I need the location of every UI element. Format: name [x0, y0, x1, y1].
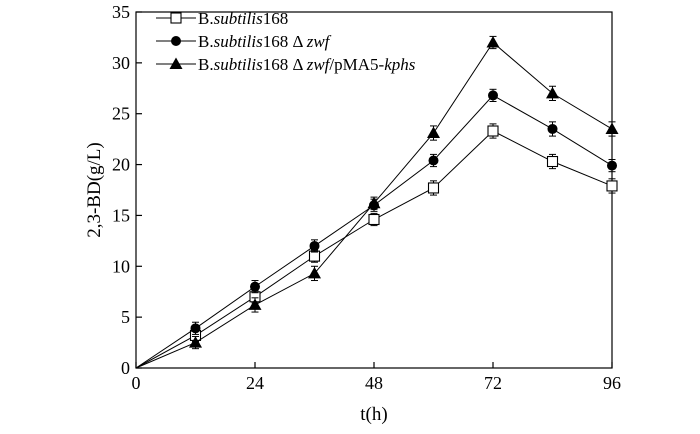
data-point	[605, 122, 619, 134]
data-point	[308, 266, 321, 279]
y-tick-label: 0	[121, 358, 130, 378]
data-point	[487, 125, 499, 137]
data-point	[250, 281, 260, 292]
y-tick-label: 5	[121, 307, 130, 327]
x-tick-label: 96	[603, 373, 621, 393]
data-point	[488, 90, 498, 101]
x-tick-label: 72	[484, 373, 502, 393]
legend-label: B.subtilis168 Δ zwf/pMA5-kphs	[198, 55, 416, 74]
y-tick-label: 10	[112, 256, 130, 276]
legend-label-part: zwf	[306, 32, 332, 51]
legend-label-part: zwf	[306, 55, 332, 74]
x-axis-label: t(h)	[360, 404, 387, 425]
y-tick-label: 20	[112, 155, 130, 175]
legend-label-part: B.	[198, 32, 214, 51]
series-1	[135, 123, 618, 369]
data-point	[309, 240, 320, 251]
legend-marker	[169, 57, 183, 69]
legend-label-part: subtilis	[214, 9, 264, 28]
data-point	[607, 160, 617, 171]
legend-entry-1: B.subtilis168	[156, 9, 288, 28]
legend-label-part: subtilis	[214, 32, 264, 51]
data-point	[547, 123, 558, 134]
axes: 0 24 48 72 96 0 5 10 15 20 25 30 35	[112, 2, 621, 393]
legend-label-part: B.	[198, 55, 214, 74]
legend-label-part: kphs	[384, 55, 416, 74]
data-point	[308, 250, 321, 262]
data-point	[606, 180, 618, 192]
legend-marker	[170, 12, 182, 24]
legend-label-part: B.	[198, 9, 214, 28]
data-point	[546, 155, 559, 168]
y-tick-label: 15	[112, 205, 130, 225]
legend-label-part: 168 Δ	[263, 55, 307, 74]
series-2	[135, 88, 617, 369]
x-tick-label: 48	[365, 373, 383, 393]
series-layer	[135, 35, 619, 369]
data-point	[368, 213, 380, 226]
x-tick-label: 24	[246, 373, 264, 393]
data-point	[546, 86, 559, 99]
series-line	[135, 94, 613, 369]
data-point	[189, 336, 202, 348]
y-tick-label: 30	[112, 53, 130, 73]
legend-label-part: subtilis	[214, 55, 264, 74]
data-point	[367, 196, 381, 209]
y-axis-label: 2,3-BD(g/L)	[84, 142, 105, 238]
y-tick-label: 25	[112, 104, 130, 124]
legend-marker	[171, 36, 181, 46]
data-point	[427, 126, 440, 139]
legend-label-part: /pMA5-	[329, 55, 384, 74]
legend-label: B.subtilis168 Δ zwf	[198, 32, 332, 51]
series-3	[135, 35, 619, 369]
y-tick-label: 35	[112, 2, 130, 22]
data-point	[428, 155, 439, 166]
x-tick-label: 0	[132, 373, 141, 393]
legend-label-part: 168	[263, 9, 289, 28]
legend-label: B.subtilis168	[198, 9, 288, 28]
legend-label-part: 168 Δ	[263, 32, 307, 51]
data-point	[486, 36, 500, 48]
data-point	[190, 323, 201, 334]
data-point	[248, 298, 262, 310]
legend-entry-3: B.subtilis168 Δ zwf/pMA5-kphs	[156, 55, 416, 74]
data-point	[427, 182, 440, 194]
legend-entry-2: B.subtilis168 Δ zwf	[156, 32, 332, 51]
series-line	[135, 130, 613, 369]
